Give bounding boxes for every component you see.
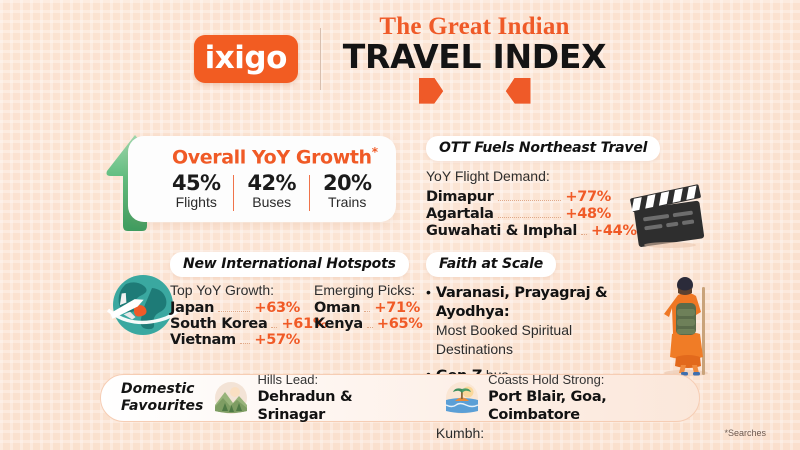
international-col-a-label: Top YoY Growth: xyxy=(170,282,275,298)
ott-heading: OTT Fuels Northeast Travel xyxy=(426,136,661,161)
leader-dots xyxy=(497,217,562,218)
year-ribbon: 2025 xyxy=(418,77,531,104)
hills-value: Dehradun & Srinagar xyxy=(257,389,353,424)
international-col-b-label: Emerging Picks: xyxy=(314,282,416,298)
ott-row-name: Dimapur xyxy=(426,189,494,205)
hills-label: Hills Lead: xyxy=(257,371,319,387)
stat-buses-value: 42% xyxy=(247,171,296,195)
international-row-name: Kenya xyxy=(314,316,363,332)
footnote: *Searches xyxy=(724,428,766,438)
faith-bullet-1-normal: Most Booked Spiritual Destinations xyxy=(435,322,573,358)
international-row-value: +65% xyxy=(376,316,423,332)
stat-flights-label: Flights xyxy=(175,194,217,211)
domestic-title-line-1: Domestic xyxy=(121,381,195,398)
coasts-group: Coasts Hold Strong: Port Blair, Goa, Coi… xyxy=(445,372,679,425)
stat-trains-label: Trains xyxy=(327,194,367,211)
ott-row: Guwahati & Imphal +44% xyxy=(426,223,637,239)
stat-flights-value: 45% xyxy=(172,171,221,195)
overall-growth-card: Overall YoY Growth* 45% Flights 42% Buse… xyxy=(128,136,396,222)
international-row-name: Oman xyxy=(314,300,361,316)
international-row-value: +71% xyxy=(374,300,420,316)
ott-rows: Dimapur +77% Agartala +48% Guwahati & Im… xyxy=(426,189,637,239)
international-column-top-growth: Top YoY Growth: Japan +63% South Korea +… xyxy=(170,282,327,348)
ott-row-value: +48% xyxy=(565,206,611,222)
stat-trains: 20% Trains xyxy=(310,172,384,211)
international-row-name: South Korea xyxy=(170,316,268,332)
hills-icon xyxy=(214,381,248,415)
overall-growth-title: Overall YoY Growth* xyxy=(172,145,378,168)
international-row: Kenya +65% xyxy=(314,316,423,332)
asterisk-marker: * xyxy=(371,145,378,159)
international-row: Japan +63% xyxy=(170,300,300,316)
international-row-name: Vietnam xyxy=(170,332,236,348)
international-panel: New International Hotspots Top YoY Growt… xyxy=(170,252,423,348)
international-row: South Korea +61% xyxy=(170,316,327,332)
stat-divider xyxy=(308,175,310,211)
faith-bullets: • Varanasi, Prayagraj & Ayodhya: Most Bo… xyxy=(426,284,653,450)
stat-buses: 42% Buses xyxy=(234,172,308,211)
leader-dots xyxy=(366,327,373,328)
hills-group: Hills Lead: Dehradun & Srinagar xyxy=(214,372,405,425)
stat-buses-label: Buses xyxy=(252,194,292,211)
pilgrim-monk-icon xyxy=(654,273,726,379)
stat-divider xyxy=(233,175,235,211)
ott-row: Dimapur +77% xyxy=(426,189,611,205)
coast-island-icon xyxy=(445,381,479,415)
ott-row-name: Agartala xyxy=(426,206,494,222)
international-row-value: +57% xyxy=(254,332,300,348)
title-line-1: The Great Indian xyxy=(379,13,570,40)
domestic-title-line-2: Favourites xyxy=(121,398,204,414)
leader-dots xyxy=(581,234,588,235)
ott-panel: OTT Fuels Northeast Travel YoY Flight De… xyxy=(426,136,726,249)
international-row: Vietnam +57% xyxy=(170,332,300,348)
domestic-title: Domestic Favourites xyxy=(121,381,204,414)
overall-growth-stats: 45% Flights 42% Buses 20% Trains xyxy=(172,172,384,211)
ott-row-value: +44% xyxy=(591,223,637,239)
international-row-name: Japan xyxy=(170,300,215,316)
international-column-emerging: Emerging Picks: Oman +71% Kenya +65% xyxy=(314,282,423,348)
international-row: Oman +71% xyxy=(314,300,420,316)
clapperboard-icon xyxy=(625,183,711,249)
domestic-favourites-bar: Domestic Favourites Hills Lead: Dehradun… xyxy=(100,372,700,425)
international-row-value: +61% xyxy=(281,316,328,332)
overall-growth-title-text: Overall YoY Growth xyxy=(172,146,372,169)
bullet-dot-icon: • xyxy=(426,284,431,300)
ott-subtitle: YoY Flight Demand: xyxy=(426,168,550,184)
globe-airplane-icon xyxy=(104,266,182,344)
ixigo-logo[interactable]: ixigo xyxy=(193,34,298,83)
stat-flights: 45% Flights xyxy=(172,172,233,211)
faith-bullet-1: • Varanasi, Prayagraj & Ayodhya: Most Bo… xyxy=(426,284,652,359)
leader-dots xyxy=(239,343,251,344)
faith-bullet-1-strong: Varanasi, Prayagraj & Ayodhya: xyxy=(435,285,608,320)
header: ixigo The Great Indian TRAVEL INDEX 2025 xyxy=(0,14,800,104)
coasts-label: Coasts Hold Strong: xyxy=(488,371,605,387)
title-line-2: TRAVEL INDEX xyxy=(342,37,607,76)
coasts-value: Port Blair, Goa, Coimbatore xyxy=(488,389,607,424)
leader-dots xyxy=(218,311,251,312)
leader-dots xyxy=(497,200,562,201)
year-ribbon-shape: 2025 xyxy=(418,77,531,104)
international-heading: New International Hotspots xyxy=(170,252,409,277)
faith-heading: Faith at Scale xyxy=(426,252,557,277)
ott-row-value: +77% xyxy=(565,189,611,205)
logo-text: ixigo xyxy=(204,40,288,77)
year-label: 2025 xyxy=(454,80,495,101)
leader-dots xyxy=(271,327,278,328)
international-row-value: +63% xyxy=(254,300,300,316)
international-columns: Top YoY Growth: Japan +63% South Korea +… xyxy=(170,282,423,348)
leader-dots xyxy=(364,311,371,312)
ott-row-name: Guwahati & Imphal xyxy=(426,223,578,239)
header-divider xyxy=(319,27,321,90)
stat-trains-value: 20% xyxy=(322,171,372,195)
title-block: The Great Indian TRAVEL INDEX 2025 xyxy=(343,14,607,104)
ott-row: Agartala +48% xyxy=(426,206,611,222)
